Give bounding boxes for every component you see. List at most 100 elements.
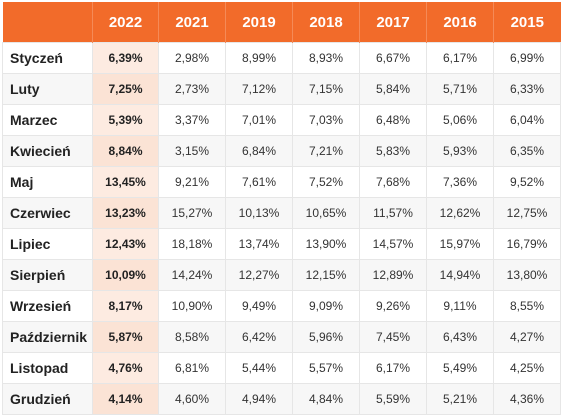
value-cell: 7,01% xyxy=(225,104,293,136)
table-row: Czerwiec 13,23% 15,27% 10,13% 10,65% 11,57% 12… xyxy=(2,197,561,229)
value-cell: 6,35% xyxy=(493,135,561,167)
value-cell: 18,18% xyxy=(158,228,226,260)
value-cell: 13,45% xyxy=(92,166,159,198)
value-cell: 15,97% xyxy=(426,228,494,260)
header-year-2022: 2022 xyxy=(92,2,159,43)
value-cell: 13,23% xyxy=(92,197,159,229)
table-row: Marzec 5,39% 3,37% 7,01% 7,03% 6,48% 5,06% 6,04… xyxy=(2,104,561,136)
month-label: Październik xyxy=(2,321,93,353)
value-cell: 9,49% xyxy=(225,290,293,322)
table-row: Lipiec 12,43% 18,18% 13,74% 13,90% 14,57% 15,9… xyxy=(2,228,561,260)
value-cell: 4,76% xyxy=(92,352,159,384)
value-cell: 12,15% xyxy=(292,259,360,291)
table-row: Październik 5,87% 8,58% 6,42% 5,96% 7,45% 6,43… xyxy=(2,321,561,353)
value-cell: 5,87% xyxy=(92,321,159,353)
value-cell: 5,84% xyxy=(359,73,427,105)
value-cell: 12,43% xyxy=(92,228,159,260)
value-cell: 6,42% xyxy=(225,321,293,353)
value-cell: 16,79% xyxy=(493,228,561,260)
value-cell: 14,94% xyxy=(426,259,494,291)
value-cell: 10,13% xyxy=(225,197,293,229)
month-label: Kwiecień xyxy=(2,135,93,167)
value-cell: 6,84% xyxy=(225,135,293,167)
value-cell: 9,52% xyxy=(493,166,561,198)
header-year-2021: 2021 xyxy=(158,2,226,43)
value-cell: 9,09% xyxy=(292,290,360,322)
header-empty-cell xyxy=(2,2,93,43)
table-header-row: 2022 2021 2019 2018 2017 2016 2015 xyxy=(2,2,561,43)
table-row: Sierpień 10,09% 14,24% 12,27% 12,15% 12,89% 14… xyxy=(2,259,561,291)
value-cell: 8,58% xyxy=(158,321,226,353)
value-cell: 4,14% xyxy=(92,383,159,415)
value-cell: 5,57% xyxy=(292,352,360,384)
month-label: Luty xyxy=(2,73,93,105)
value-cell: 9,26% xyxy=(359,290,427,322)
value-cell: 3,37% xyxy=(158,104,226,136)
value-cell: 7,03% xyxy=(292,104,360,136)
header-year-2016: 2016 xyxy=(426,2,494,43)
month-label: Listopad xyxy=(2,352,93,384)
value-cell: 14,24% xyxy=(158,259,226,291)
value-cell: 6,67% xyxy=(359,42,427,74)
table-row: Grudzień 4,14% 4,60% 4,94% 4,84% 5,59% 5,21% 4,… xyxy=(2,383,561,415)
value-cell: 2,73% xyxy=(158,73,226,105)
value-cell: 7,36% xyxy=(426,166,494,198)
value-cell: 4,27% xyxy=(493,321,561,353)
header-year-2018: 2018 xyxy=(292,2,360,43)
value-cell: 12,75% xyxy=(493,197,561,229)
value-cell: 5,39% xyxy=(92,104,159,136)
month-label: Sierpień xyxy=(2,259,93,291)
value-cell: 5,06% xyxy=(426,104,494,136)
value-cell: 6,33% xyxy=(493,73,561,105)
value-cell: 8,84% xyxy=(92,135,159,167)
value-cell: 6,99% xyxy=(493,42,561,74)
table-row: Styczeń 6,39% 2,98% 8,99% 8,93% 6,67% 6,17% 6,9… xyxy=(2,42,561,74)
value-cell: 6,17% xyxy=(359,352,427,384)
value-cell: 6,48% xyxy=(359,104,427,136)
value-cell: 10,90% xyxy=(158,290,226,322)
value-cell: 14,57% xyxy=(359,228,427,260)
value-cell: 7,21% xyxy=(292,135,360,167)
value-cell: 5,96% xyxy=(292,321,360,353)
value-cell: 7,15% xyxy=(292,73,360,105)
header-year-2015: 2015 xyxy=(493,2,561,43)
value-cell: 7,25% xyxy=(92,73,159,105)
value-cell: 6,81% xyxy=(158,352,226,384)
value-cell: 6,43% xyxy=(426,321,494,353)
month-label: Maj xyxy=(2,166,93,198)
table-row: Luty 7,25% 2,73% 7,12% 7,15% 5,84% 5,71% 6,33% xyxy=(2,73,561,105)
value-cell: 15,27% xyxy=(158,197,226,229)
value-cell: 7,12% xyxy=(225,73,293,105)
value-cell: 4,60% xyxy=(158,383,226,415)
value-cell: 5,44% xyxy=(225,352,293,384)
value-cell: 8,55% xyxy=(493,290,561,322)
value-cell: 8,17% xyxy=(92,290,159,322)
value-cell: 12,89% xyxy=(359,259,427,291)
value-cell: 5,83% xyxy=(359,135,427,167)
value-cell: 5,71% xyxy=(426,73,494,105)
value-cell: 6,39% xyxy=(92,42,159,74)
month-label: Marzec xyxy=(2,104,93,136)
value-cell: 5,49% xyxy=(426,352,494,384)
value-cell: 7,61% xyxy=(225,166,293,198)
header-year-2017: 2017 xyxy=(359,2,427,43)
value-cell: 10,09% xyxy=(92,259,159,291)
month-label: Czerwiec xyxy=(2,197,93,229)
value-cell: 5,93% xyxy=(426,135,494,167)
value-cell: 4,84% xyxy=(292,383,360,415)
month-label: Wrzesień xyxy=(2,290,93,322)
value-cell: 8,99% xyxy=(225,42,293,74)
month-label: Grudzień xyxy=(2,383,93,415)
value-cell: 7,45% xyxy=(359,321,427,353)
value-cell: 12,62% xyxy=(426,197,494,229)
value-cell: 5,59% xyxy=(359,383,427,415)
table-row: Wrzesień 8,17% 10,90% 9,49% 9,09% 9,26% 9,11% 8… xyxy=(2,290,561,322)
table-row: Kwiecień 8,84% 3,15% 6,84% 7,21% 5,83% 5,93% 6,… xyxy=(2,135,561,167)
value-cell: 9,11% xyxy=(426,290,494,322)
value-cell: 5,21% xyxy=(426,383,494,415)
value-cell: 13,80% xyxy=(493,259,561,291)
value-cell: 4,25% xyxy=(493,352,561,384)
value-cell: 12,27% xyxy=(225,259,293,291)
